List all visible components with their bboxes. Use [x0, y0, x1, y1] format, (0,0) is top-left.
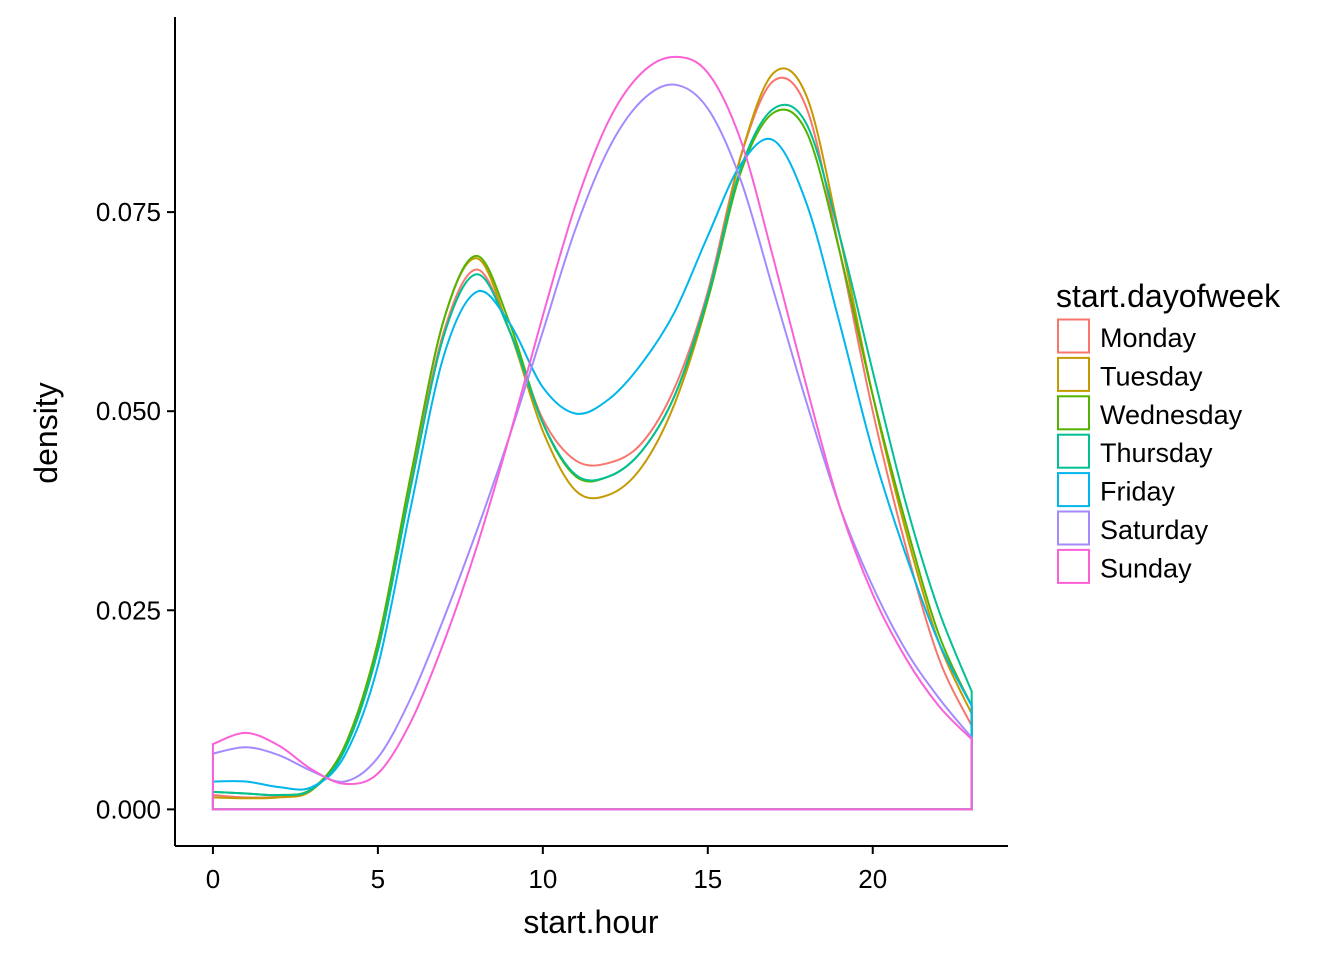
x-tick-label: 5 [371, 864, 385, 894]
legend-key-sunday [1057, 548, 1090, 584]
legend-key-friday [1057, 472, 1090, 508]
x-tick-label: 15 [693, 864, 722, 894]
legend-items: Monday Tuesday Wednesday Thursday Friday Satu… [1057, 318, 1243, 584]
density-curve-saturday [211, 83, 973, 811]
x-tick-label: 10 [528, 864, 557, 894]
legend-key-wednesday [1057, 395, 1090, 431]
x-tick-label: 20 [858, 864, 887, 894]
legend-key-thursday [1057, 433, 1090, 469]
legend-key-tuesday [1057, 356, 1090, 392]
legend-title: start.dayofweek [1056, 278, 1281, 314]
legend: start.dayofweek Monday Tuesday Wednesday Th… [1056, 278, 1281, 584]
density-curve-friday [211, 137, 973, 811]
y-tick-label: 0.025 [96, 595, 161, 625]
y-tick-label: 0.050 [96, 396, 161, 426]
y-axis-title: density [28, 382, 64, 483]
legend-key-saturday [1057, 510, 1090, 546]
y-axis-ticks: 0.000 0.025 0.050 0.075 [96, 197, 175, 824]
x-axis-ticks: 0 5 10 15 20 [206, 846, 887, 894]
legend-label: Wednesday [1100, 400, 1243, 430]
y-tick-label: 0.075 [96, 197, 161, 227]
legend-label: Sunday [1100, 553, 1192, 583]
density-curve-tuesday [211, 67, 973, 811]
density-curve-wednesday [211, 108, 973, 811]
legend-key-monday [1057, 318, 1090, 354]
density-curve-thursday [211, 103, 973, 811]
x-tick-label: 0 [206, 864, 220, 894]
legend-label: Friday [1100, 477, 1176, 507]
y-tick-label: 0.000 [96, 794, 161, 824]
legend-label: Monday [1100, 323, 1197, 353]
legend-label: Thursday [1100, 438, 1213, 468]
legend-label: Saturday [1100, 515, 1209, 545]
legend-label: Tuesday [1100, 361, 1203, 391]
density-curves [211, 55, 973, 811]
density-curve-sunday [211, 55, 973, 811]
x-axis-title: start.hour [523, 904, 659, 940]
